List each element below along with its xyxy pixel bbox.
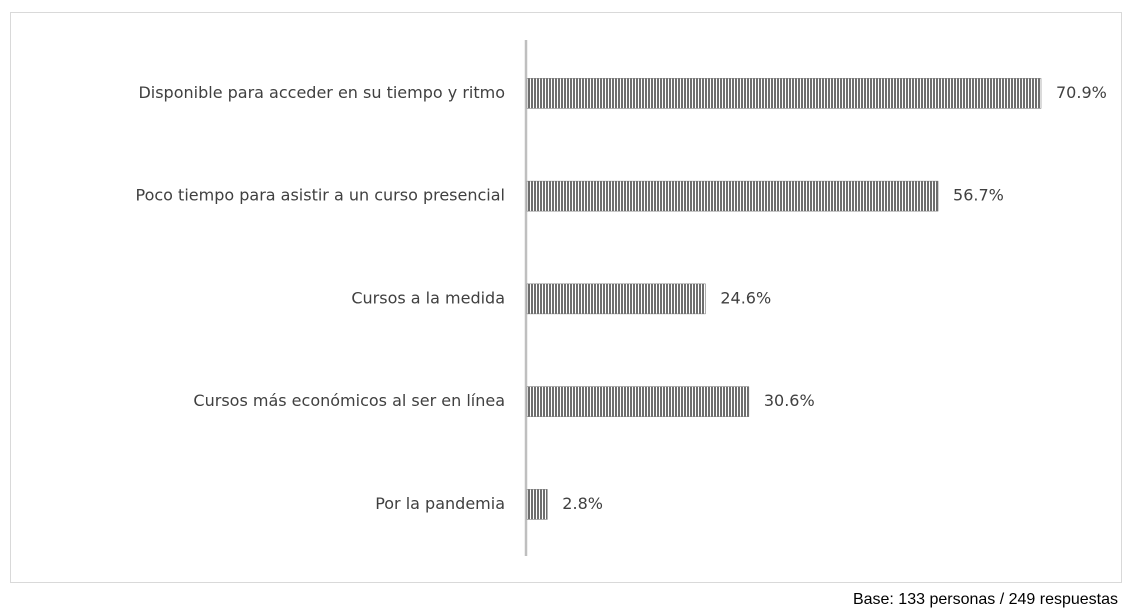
bar [526, 78, 1042, 109]
category-label: Por la pandemia [375, 494, 505, 513]
value-label: 24.6% [720, 288, 771, 307]
bar [526, 386, 750, 417]
bar [526, 180, 939, 212]
category-label: Cursos a la medida [351, 288, 505, 307]
annotation: Base: 133 personas / 249 respuestas [853, 591, 1118, 608]
bar [526, 489, 548, 520]
bar [526, 283, 706, 315]
value-label: 2.8% [562, 494, 603, 513]
value-label: 56.7% [953, 186, 1004, 205]
category-label: Cursos más económicos al ser en línea [193, 391, 505, 410]
value-label: 70.9% [1056, 83, 1107, 102]
category-label: Poco tiempo para asistir a un curso pres… [136, 186, 505, 205]
frame [10, 12, 1122, 583]
value-label: 30.6% [764, 391, 815, 410]
category-label: Disponible para acceder en su tiempo y r… [138, 83, 505, 102]
